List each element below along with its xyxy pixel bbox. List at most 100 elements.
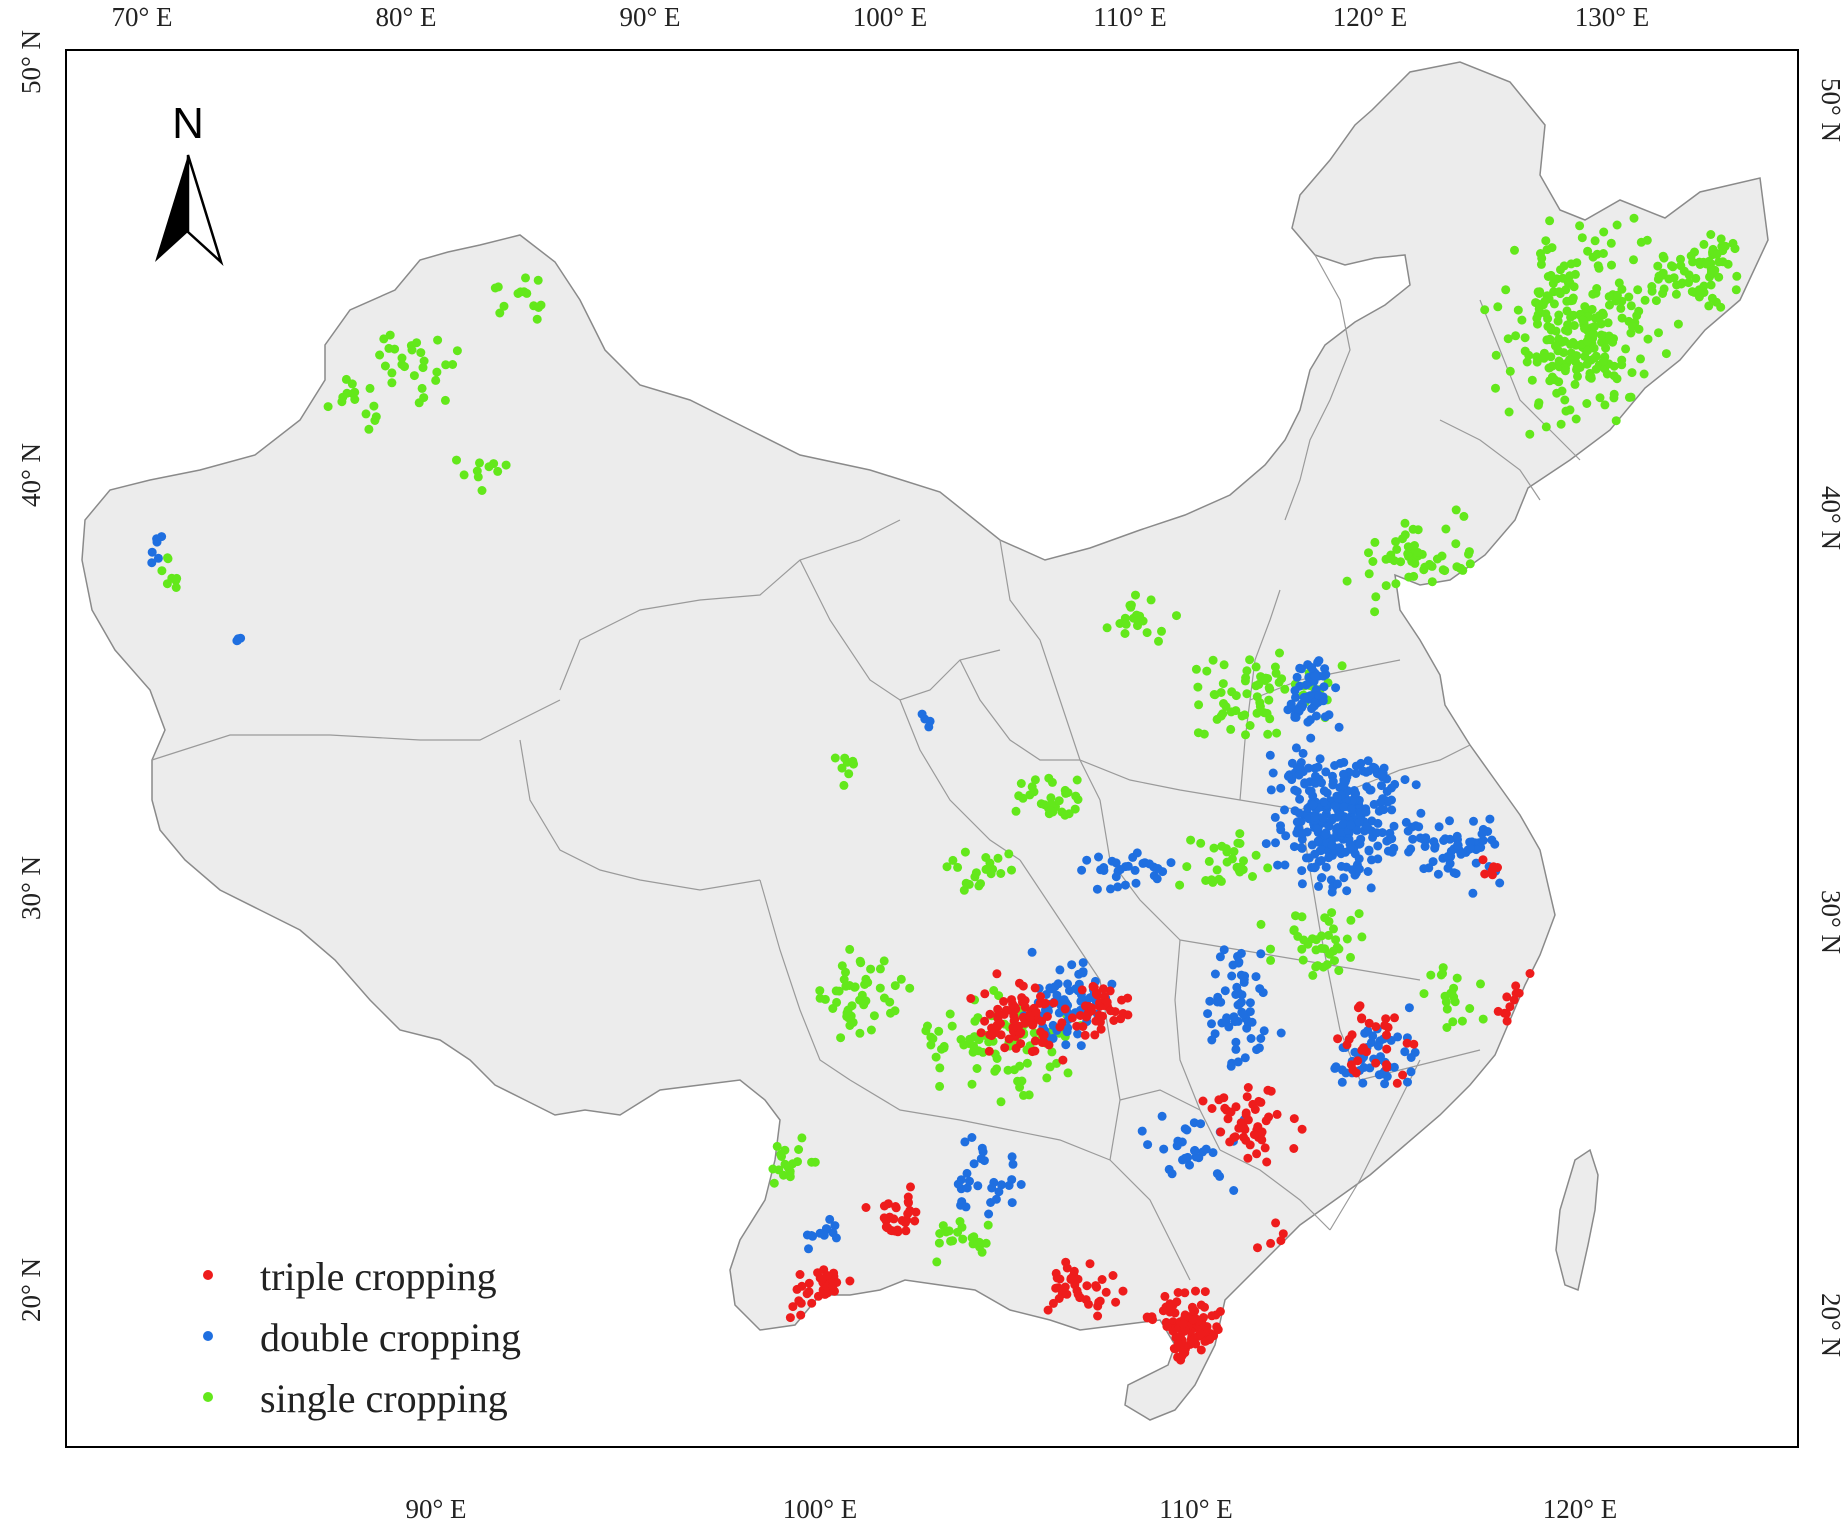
- single-cropping-point: [350, 387, 360, 397]
- single-cropping-point: [1346, 915, 1356, 925]
- single-cropping-point: [473, 472, 483, 482]
- triple-cropping-point: [1060, 1282, 1070, 1292]
- double-cropping-point: [1319, 682, 1329, 692]
- single-cropping-point: [1325, 949, 1335, 959]
- single-cropping-point: [1654, 328, 1663, 338]
- double-cropping-point: [1337, 1065, 1347, 1075]
- double-cropping-point: [1207, 1019, 1216, 1029]
- single-cropping-point: [171, 583, 181, 592]
- double-cropping-point: [1047, 984, 1057, 994]
- double-cropping-point: [997, 1180, 1006, 1190]
- double-cropping-point: [1268, 768, 1278, 778]
- single-cropping-point: [163, 554, 173, 564]
- triple-cropping-point: [1081, 1012, 1091, 1022]
- triple-cropping-point: [911, 1207, 921, 1217]
- single-cropping-point: [1545, 216, 1555, 226]
- single-cropping-point: [1007, 865, 1016, 875]
- single-cropping-point: [863, 978, 873, 987]
- double-cropping-point: [1276, 783, 1286, 793]
- triple-cropping-point: [980, 989, 990, 999]
- single-cropping-point: [1364, 548, 1373, 558]
- double-cropping-point: [1387, 847, 1397, 857]
- single-cropping-point: [948, 855, 958, 865]
- triple-cropping-point: [1096, 1024, 1106, 1034]
- single-cropping-point: [1684, 278, 1693, 288]
- triple-cropping-point: [1018, 981, 1028, 991]
- single-cropping-point: [848, 756, 858, 766]
- triple-cropping-point: [1243, 1083, 1253, 1092]
- single-cropping-point: [1264, 695, 1274, 705]
- double-cropping-point: [152, 534, 162, 544]
- double-cropping-point: [1235, 999, 1245, 1009]
- single-cropping-point: [948, 1236, 958, 1246]
- triple-cropping-point: [1297, 1124, 1307, 1134]
- triple-cropping-point: [1249, 1130, 1259, 1140]
- double-cropping-point: [1153, 864, 1163, 873]
- single-cropping-point: [337, 397, 347, 407]
- single-cropping-point: [1679, 266, 1689, 276]
- double-cropping-point: [1251, 972, 1261, 982]
- double-cropping-point: [1354, 864, 1364, 874]
- single-cropping-point: [342, 388, 352, 398]
- double-cropping-point: [1291, 712, 1301, 722]
- single-cropping-point: [1275, 648, 1284, 658]
- single-cropping-point: [397, 353, 407, 363]
- single-cropping-point: [1120, 629, 1130, 638]
- double-cropping-point: [1439, 836, 1449, 845]
- single-cropping-point: [989, 986, 999, 995]
- single-cropping-point: [495, 308, 505, 318]
- triple-cropping-point: [1382, 1060, 1391, 1070]
- double-cropping-point: [1406, 1067, 1416, 1077]
- double-cropping-point: [1239, 1010, 1249, 1019]
- double-cropping-point: [1319, 797, 1329, 807]
- single-cropping-point: [1626, 392, 1636, 402]
- double-cropping-point: [1342, 886, 1352, 896]
- single-cropping-point: [1570, 379, 1580, 389]
- triple-cropping-point: [1262, 1157, 1272, 1167]
- single-cropping-point: [1274, 677, 1284, 687]
- single-cropping-point: [387, 368, 397, 378]
- double-cropping-point: [1485, 814, 1495, 824]
- triple-cropping-point: [1250, 1105, 1260, 1114]
- triple-cropping-point: [1087, 1006, 1096, 1016]
- bottom-tick-label: 90° E: [405, 1494, 466, 1524]
- double-cropping-point: [233, 634, 243, 644]
- single-cropping-point: [1605, 300, 1614, 310]
- single-cropping-point: [1569, 282, 1579, 292]
- double-cropping-point: [1377, 781, 1386, 791]
- single-cropping-point: [1671, 289, 1681, 299]
- double-cropping-point: [1337, 1077, 1347, 1087]
- single-cropping-point: [1595, 393, 1605, 403]
- double-cropping-point: [1256, 949, 1266, 959]
- single-cropping-point: [855, 956, 865, 966]
- single-cropping-point: [1329, 924, 1338, 934]
- double-cropping-point: [1167, 1169, 1177, 1179]
- triple-cropping-point: [1165, 1299, 1175, 1309]
- double-cropping-point: [1280, 805, 1289, 815]
- double-cropping-point: [1297, 879, 1307, 889]
- single-cropping-point: [407, 345, 417, 355]
- single-cropping-point: [1554, 310, 1564, 320]
- double-cropping-point: [973, 1181, 983, 1191]
- single-cropping-point: [1653, 274, 1663, 284]
- double-cropping-point: [1172, 1141, 1182, 1151]
- single-cropping-point: [1607, 260, 1616, 270]
- single-cropping-point: [1537, 253, 1547, 263]
- double-cropping-point: [1379, 805, 1389, 815]
- double-cropping-point: [1082, 855, 1092, 865]
- single-cropping-point: [1730, 244, 1740, 254]
- single-cropping-point: [172, 573, 182, 583]
- single-cropping-point: [1617, 313, 1627, 323]
- single-cropping-point: [1291, 911, 1300, 921]
- single-cropping-point: [1212, 865, 1222, 875]
- single-cropping-point: [532, 314, 542, 324]
- single-cropping-point: [1543, 322, 1553, 331]
- double-cropping-point: [1294, 770, 1304, 780]
- single-cropping-point: [1556, 419, 1566, 429]
- triple-cropping-point: [1000, 1043, 1010, 1053]
- single-cropping-point: [840, 753, 850, 763]
- triple-cropping-point: [1196, 1345, 1206, 1355]
- double-cropping-point: [960, 1137, 970, 1147]
- single-cropping-point: [1559, 261, 1569, 271]
